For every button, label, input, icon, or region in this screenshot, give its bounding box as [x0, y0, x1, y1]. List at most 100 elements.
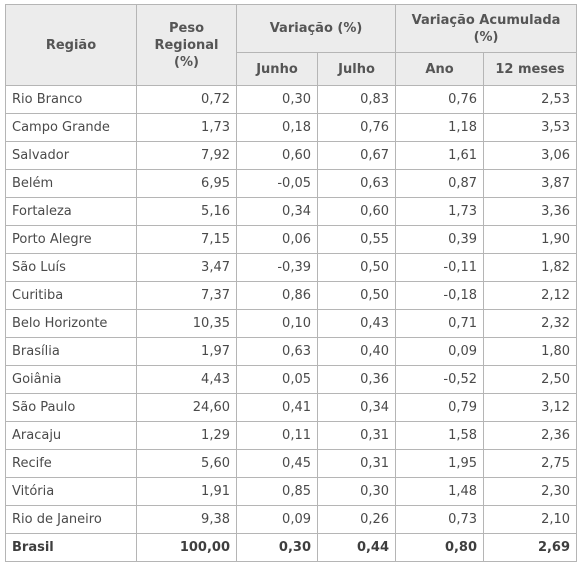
region-cell: Aracaju	[5, 421, 137, 450]
weight-cell: 5,60	[136, 449, 237, 478]
header-year: Ano	[395, 52, 485, 86]
region-cell: Vitória	[5, 477, 137, 506]
weight-cell: 3,47	[136, 253, 237, 282]
months12-cell: 2,50	[483, 365, 578, 394]
table-row: Rio de Janeiro 9,38 0,09 0,26 0,73 2,10	[5, 505, 578, 534]
year-cell: 0,76	[395, 85, 485, 114]
weight-cell: 0,72	[136, 85, 237, 114]
months12-cell: 3,06	[483, 141, 578, 170]
table-row: Belém 6,95 -0,05 0,63 0,87 3,87	[5, 169, 578, 198]
table-row: Curitiba 7,37 0,86 0,50 -0,18 2,12	[5, 281, 578, 310]
header-accumulated: Variação Acumulada (%)	[395, 4, 578, 53]
months12-cell: 2,12	[483, 281, 578, 310]
year-cell: -0,18	[395, 281, 485, 310]
year-cell: 0,09	[395, 337, 485, 366]
year-cell: -0,11	[395, 253, 485, 282]
year-cell: 0,73	[395, 505, 485, 534]
june-cell: 0,63	[236, 337, 318, 366]
weight-cell: 6,95	[136, 169, 237, 198]
table-row: Fortaleza 5,16 0,34 0,60 1,73 3,36	[5, 197, 578, 226]
june-cell: 0,11	[236, 421, 318, 450]
header-july: Julho	[316, 52, 397, 86]
table-row: Rio Branco 0,72 0,30 0,83 0,76 2,53	[5, 85, 578, 114]
months12-cell: 2,53	[483, 85, 578, 114]
months12-cell: 3,36	[483, 197, 578, 226]
table-row: Campo Grande 1,73 0,18 0,76 1,18 3,53	[5, 113, 578, 142]
july-cell: 0,76	[316, 113, 397, 142]
june-cell: 0,45	[236, 449, 318, 478]
july-cell: 0,31	[316, 449, 397, 478]
months12-cell: 2,10	[483, 505, 578, 534]
table-row: Salvador 7,92 0,60 0,67 1,61 3,06	[5, 141, 578, 170]
weight-cell: 1,97	[136, 337, 237, 366]
table-row: São Luís 3,47 -0,39 0,50 -0,11 1,82	[5, 253, 578, 282]
year-cell: 0,71	[395, 309, 485, 338]
region-cell: Salvador	[5, 141, 137, 170]
months12-cell: 1,80	[483, 337, 578, 366]
table-row: São Paulo 24,60 0,41 0,34 0,79 3,12	[5, 393, 578, 422]
header-12-months: 12 meses	[483, 52, 578, 86]
year-cell: 0,80	[395, 533, 485, 562]
months12-cell: 2,30	[483, 477, 578, 506]
weight-cell: 1,91	[136, 477, 237, 506]
weight-cell: 24,60	[136, 393, 237, 422]
year-cell: 1,18	[395, 113, 485, 142]
year-cell: 0,79	[395, 393, 485, 422]
year-cell: 1,58	[395, 421, 485, 450]
weight-cell: 7,37	[136, 281, 237, 310]
months12-cell: 2,75	[483, 449, 578, 478]
june-cell: 0,41	[236, 393, 318, 422]
region-cell: São Luís	[5, 253, 137, 282]
weight-cell: 100,00	[136, 533, 237, 562]
months12-cell: 3,87	[483, 169, 578, 198]
july-cell: 0,83	[316, 85, 397, 114]
table-body: Rio Branco 0,72 0,30 0,83 0,76 2,53 Campo Gran…	[5, 85, 578, 562]
region-cell: Goiânia	[5, 365, 137, 394]
ipca-regional-table: Região Peso Regional (%) Variação (%) Va…	[5, 4, 578, 562]
july-cell: 0,60	[316, 197, 397, 226]
weight-cell: 4,43	[136, 365, 237, 394]
year-cell: 0,39	[395, 225, 485, 254]
july-cell: 0,26	[316, 505, 397, 534]
region-cell: Porto Alegre	[5, 225, 137, 254]
june-cell: 0,85	[236, 477, 318, 506]
table-header: Região Peso Regional (%) Variação (%) Va…	[5, 4, 578, 86]
region-cell: Brasil	[5, 533, 137, 562]
table-row: Recife 5,60 0,45 0,31 1,95 2,75	[5, 449, 578, 478]
july-cell: 0,36	[316, 365, 397, 394]
july-cell: 0,63	[316, 169, 397, 198]
june-cell: 0,86	[236, 281, 318, 310]
june-cell: 0,30	[236, 85, 318, 114]
year-cell: -0,52	[395, 365, 485, 394]
weight-cell: 1,73	[136, 113, 237, 142]
months12-cell: 2,69	[483, 533, 578, 562]
july-cell: 0,31	[316, 421, 397, 450]
july-cell: 0,50	[316, 253, 397, 282]
july-cell: 0,67	[316, 141, 397, 170]
june-cell: 0,30	[236, 533, 318, 562]
june-cell: -0,39	[236, 253, 318, 282]
weight-cell: 5,16	[136, 197, 237, 226]
region-cell: Brasília	[5, 337, 137, 366]
region-cell: Campo Grande	[5, 113, 137, 142]
july-cell: 0,30	[316, 477, 397, 506]
june-cell: 0,10	[236, 309, 318, 338]
june-cell: 0,60	[236, 141, 318, 170]
total-row: Brasil 100,00 0,30 0,44 0,80 2,69	[5, 533, 578, 562]
june-cell: 0,06	[236, 225, 318, 254]
july-cell: 0,40	[316, 337, 397, 366]
year-cell: 1,61	[395, 141, 485, 170]
july-cell: 0,44	[316, 533, 397, 562]
header-weight: Peso Regional (%)	[136, 4, 237, 86]
months12-cell: 2,32	[483, 309, 578, 338]
region-cell: São Paulo	[5, 393, 137, 422]
june-cell: 0,05	[236, 365, 318, 394]
june-cell: 0,18	[236, 113, 318, 142]
months12-cell: 1,82	[483, 253, 578, 282]
header-region: Região	[5, 4, 137, 86]
july-cell: 0,50	[316, 281, 397, 310]
june-cell: 0,09	[236, 505, 318, 534]
weight-cell: 10,35	[136, 309, 237, 338]
region-cell: Rio de Janeiro	[5, 505, 137, 534]
months12-cell: 3,53	[483, 113, 578, 142]
